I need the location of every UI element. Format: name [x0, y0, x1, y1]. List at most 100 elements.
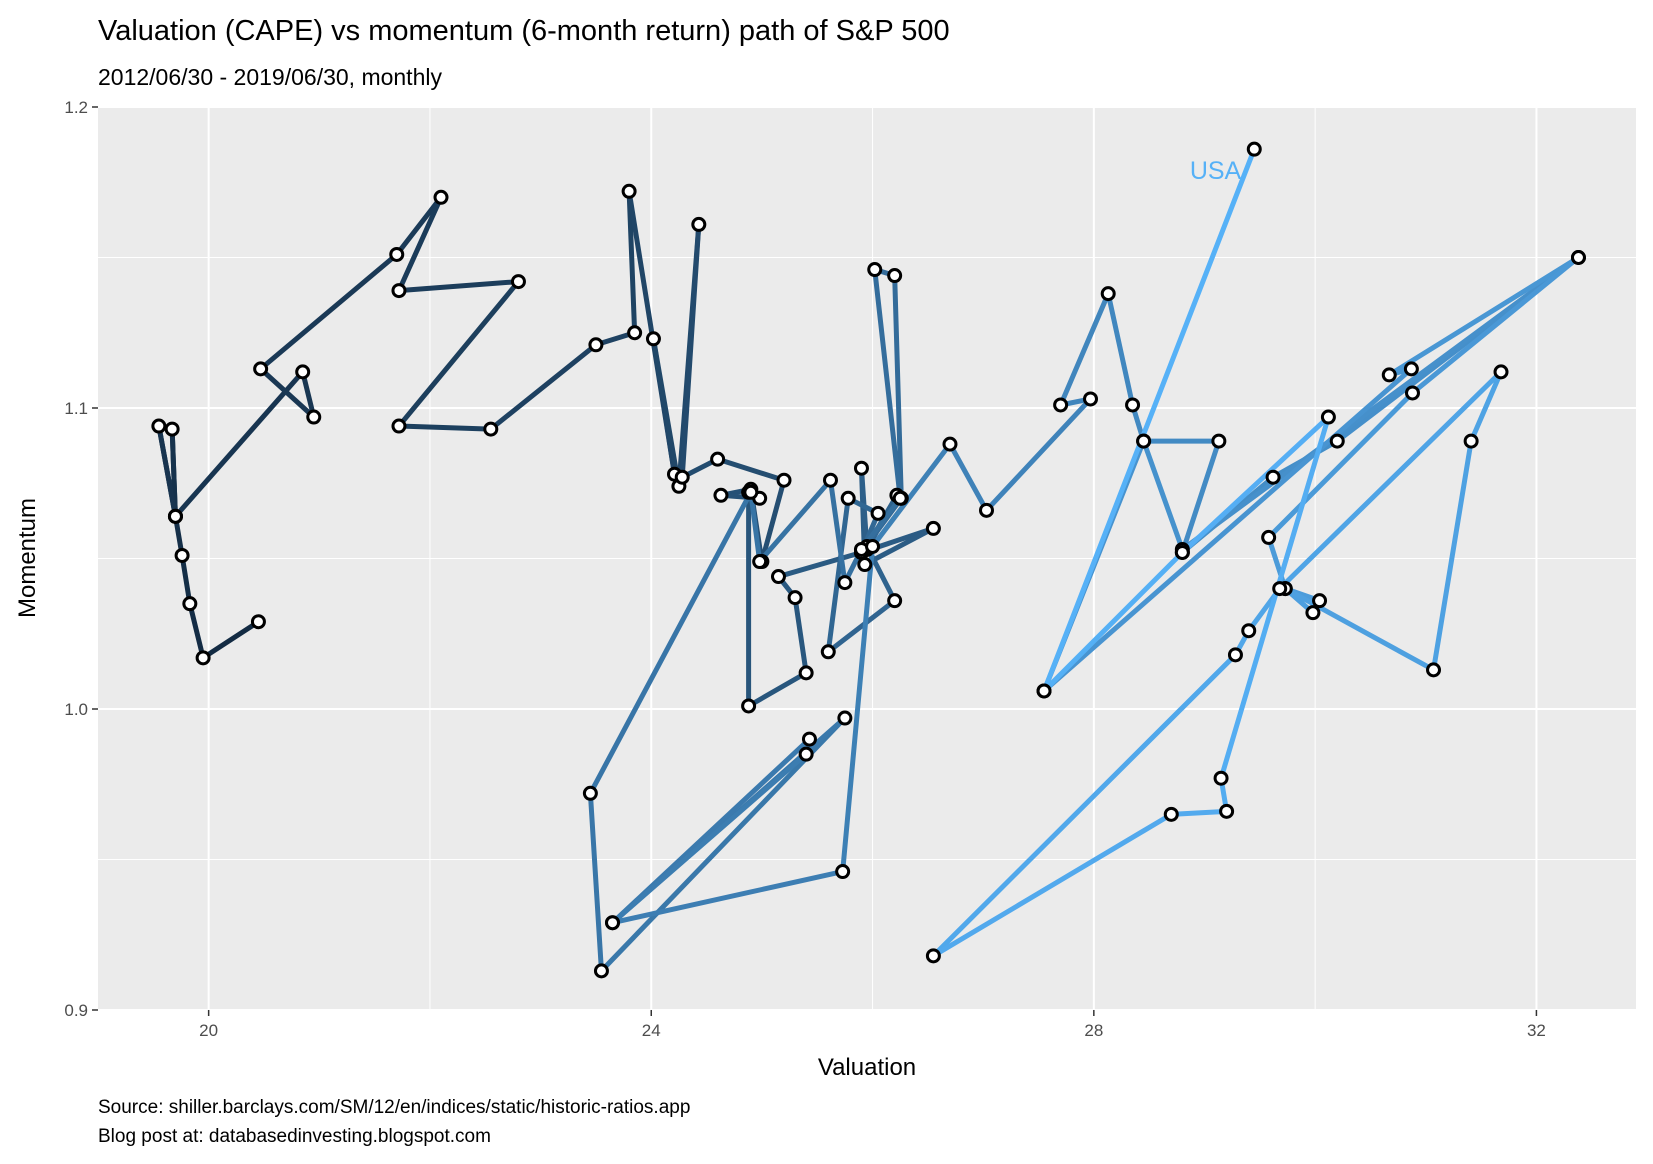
path-segment	[746, 670, 809, 709]
path-segment	[759, 477, 787, 565]
data-point	[925, 948, 941, 964]
data-point	[820, 644, 836, 660]
data-point	[1463, 433, 1479, 449]
path-segment	[715, 456, 787, 483]
data-point	[1493, 364, 1509, 380]
data-point	[1312, 593, 1328, 609]
path-segment	[930, 811, 1174, 959]
data-point	[391, 418, 407, 434]
data-point	[1083, 391, 1099, 407]
data-point	[164, 421, 180, 437]
data-point	[887, 593, 903, 609]
path-segment	[396, 279, 521, 294]
y-axis-title: Momentum	[14, 498, 41, 618]
path-segment	[757, 477, 833, 565]
path-segment	[1168, 808, 1230, 817]
data-point	[691, 216, 707, 232]
data-point	[1426, 662, 1442, 678]
data-point	[593, 963, 609, 979]
data-point	[1174, 544, 1190, 560]
path-segment	[892, 273, 904, 501]
data-point	[892, 490, 908, 506]
data-point	[770, 569, 786, 585]
data-point	[853, 460, 869, 476]
data-point	[1227, 647, 1243, 663]
path-segment	[870, 441, 953, 549]
data-points	[151, 141, 1586, 979]
path-segment	[1179, 438, 1222, 555]
path-segment	[1431, 438, 1474, 673]
data-point	[1404, 385, 1420, 401]
data-point	[1125, 397, 1141, 413]
path-segment	[650, 336, 682, 489]
data-point	[710, 451, 726, 467]
data-point	[978, 502, 994, 518]
path-segment	[748, 489, 763, 565]
y-tick-label: 1.1	[64, 399, 88, 418]
path-segment	[610, 869, 846, 926]
path-segment	[840, 543, 876, 875]
data-point	[1305, 605, 1321, 621]
x-tick-label: 32	[1527, 1021, 1546, 1040]
grid-lines	[98, 106, 1636, 1011]
data-point	[1403, 361, 1419, 377]
data-point	[1381, 367, 1397, 383]
path-segment	[1266, 390, 1415, 540]
path-segment	[983, 396, 1094, 513]
data-point	[510, 274, 526, 290]
path-segment	[172, 369, 306, 519]
data-point	[253, 361, 269, 377]
data-point	[195, 650, 211, 666]
data-point	[887, 268, 903, 284]
data-point	[389, 246, 405, 262]
path-segment	[1141, 438, 1185, 552]
data-point	[1272, 581, 1288, 597]
data-point	[621, 183, 637, 199]
data-point	[645, 331, 661, 347]
data-point	[1219, 803, 1235, 819]
data-point	[151, 418, 167, 434]
path-segment	[1041, 146, 1257, 694]
blog-caption: Blog post at: databasedinvesting.blogspo…	[98, 1126, 491, 1147]
data-point	[1261, 529, 1277, 545]
path-segment	[1179, 414, 1331, 555]
path-segment	[1386, 255, 1581, 378]
data-point	[713, 487, 729, 503]
data-point	[925, 520, 941, 536]
data-point	[1265, 469, 1281, 485]
usa-label: USA	[1190, 157, 1242, 185]
path-segment	[300, 369, 317, 420]
x-axis-title: Valuation	[818, 1054, 916, 1081]
path-segment	[1058, 291, 1111, 408]
data-point	[627, 325, 643, 341]
data-point	[1320, 409, 1336, 425]
y-tick-label: 1.2	[64, 98, 88, 117]
path-segment	[1179, 255, 1581, 552]
path-segment	[156, 423, 178, 519]
path-segment	[1409, 255, 1581, 396]
data-point	[1163, 806, 1179, 822]
path-segment	[872, 267, 903, 501]
data-point	[865, 538, 881, 554]
path-segment	[792, 595, 809, 676]
data-point	[1570, 250, 1586, 265]
path-segment	[1468, 369, 1504, 444]
path-segment	[396, 423, 494, 432]
x-tick-label: 24	[642, 1021, 661, 1040]
path-segment	[610, 751, 809, 926]
data-point	[1136, 433, 1152, 449]
path-segment	[1282, 586, 1437, 673]
path-segment	[825, 598, 898, 655]
data-point	[1211, 433, 1227, 449]
data-point	[942, 436, 958, 452]
data-point	[588, 337, 604, 353]
path-segment	[1041, 366, 1414, 694]
path-segment	[947, 441, 989, 513]
data-point	[798, 665, 814, 681]
x-tick-label: 28	[1084, 1021, 1103, 1040]
data-point	[840, 490, 856, 506]
data-point	[837, 575, 853, 591]
data-point	[835, 864, 851, 880]
data-point	[1036, 683, 1052, 699]
